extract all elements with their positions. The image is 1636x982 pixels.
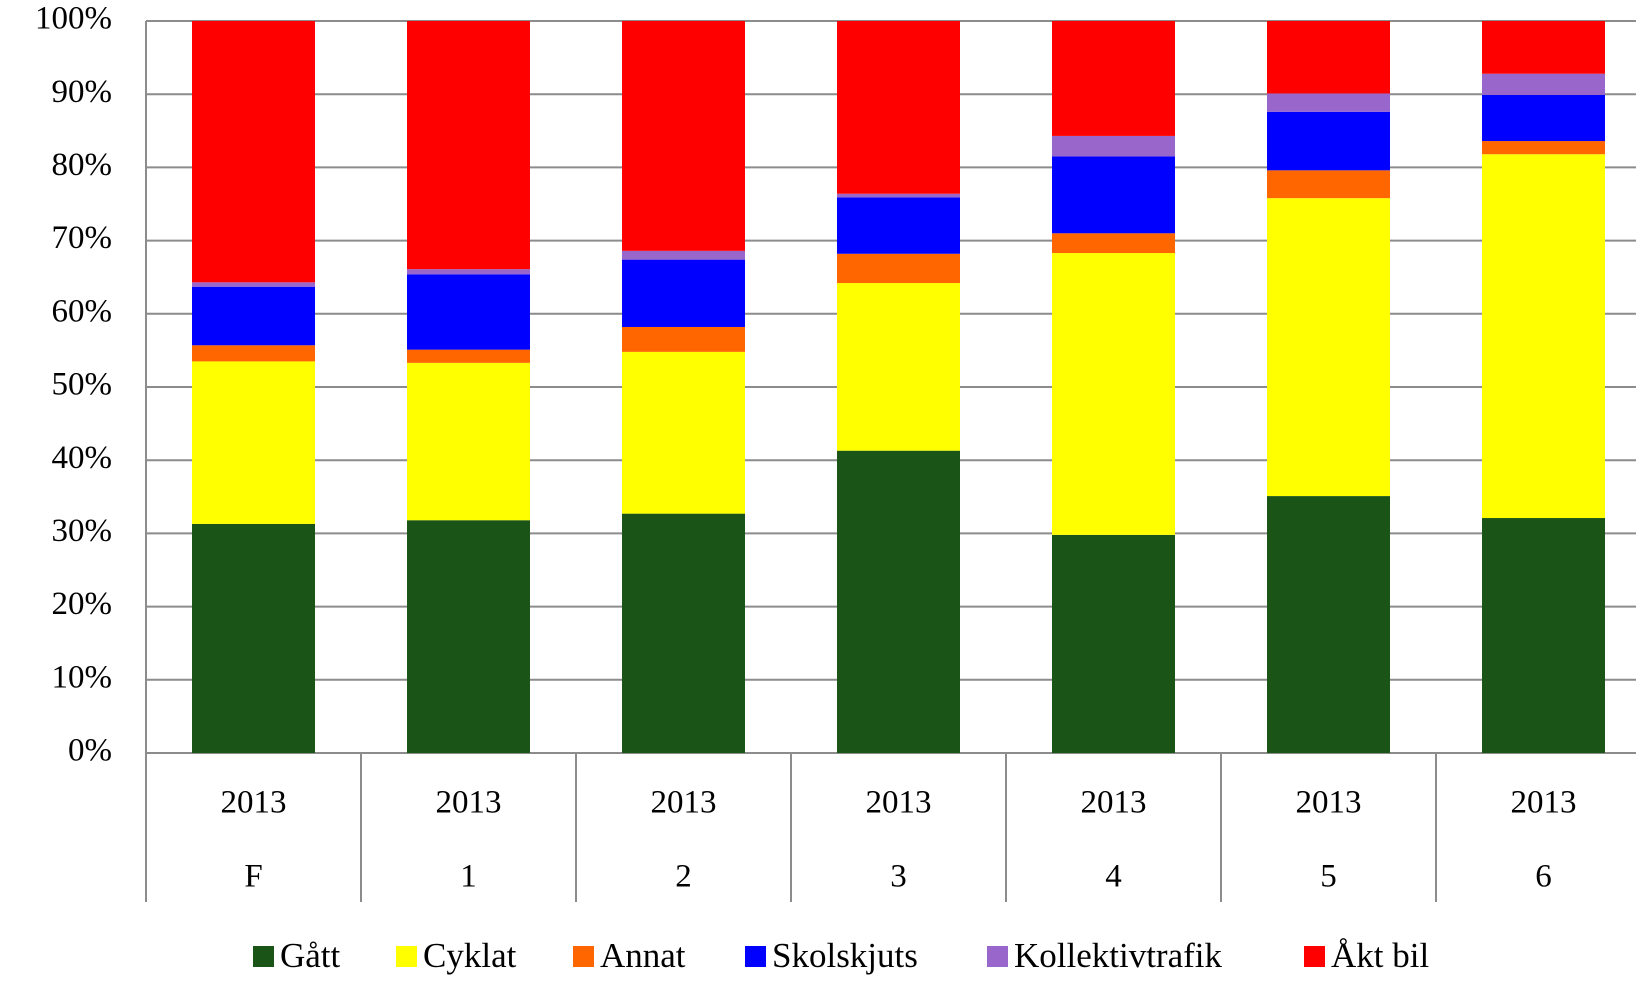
bar-segment xyxy=(407,362,530,521)
x-tick-label: 2013 xyxy=(221,785,287,821)
bar-segment xyxy=(837,193,960,198)
legend-swatch xyxy=(253,946,274,967)
x-tick-label: 4 xyxy=(1105,859,1122,895)
legend-swatch xyxy=(573,946,594,967)
bar-segment xyxy=(1267,21,1390,94)
bar-segment xyxy=(192,361,315,524)
x-tick-label: F xyxy=(244,859,262,895)
bar-segment xyxy=(1482,154,1605,519)
bar-segment xyxy=(1052,21,1175,136)
bar-segment xyxy=(407,520,530,753)
bar-segment xyxy=(1267,93,1390,112)
bar-segment xyxy=(1052,534,1175,753)
x-tick-label: 2013 xyxy=(1296,785,1362,821)
bar-segment xyxy=(837,253,960,284)
bar-segment xyxy=(622,259,745,327)
bar-segment xyxy=(622,513,745,753)
bar-segment xyxy=(407,269,530,275)
legend-label: Kollektivtrafik xyxy=(1014,936,1223,975)
bar-segment xyxy=(1482,141,1605,155)
bar-segment xyxy=(837,21,960,194)
bar-segment xyxy=(1267,496,1390,753)
x-tick-label: 2013 xyxy=(1081,785,1147,821)
bar-segment xyxy=(1052,253,1175,535)
legend-label: Gått xyxy=(280,936,341,975)
y-tick-label: 100% xyxy=(35,1,112,37)
x-tick-label: 2013 xyxy=(436,785,502,821)
bar-segment xyxy=(407,21,530,270)
bar-segment xyxy=(837,283,960,451)
bar-segment xyxy=(1482,518,1605,753)
y-tick-label: 40% xyxy=(52,440,113,476)
y-tick-label: 10% xyxy=(52,659,113,695)
x-tick-label: 6 xyxy=(1535,859,1552,895)
bar-segment xyxy=(1482,94,1605,142)
bar-segment xyxy=(1267,170,1390,199)
x-tick-label: 2013 xyxy=(651,785,717,821)
bar-segment xyxy=(407,349,530,363)
x-tick-label: 1 xyxy=(460,859,477,895)
bar-segment xyxy=(837,197,960,254)
legend-swatch xyxy=(396,946,417,967)
legend-swatch xyxy=(745,946,766,967)
legend-swatch xyxy=(987,946,1008,967)
bar-segment xyxy=(622,351,745,514)
bar-segment xyxy=(1052,233,1175,254)
legend-label: Annat xyxy=(600,936,686,975)
bar-segment xyxy=(1267,111,1390,171)
x-tick-label: 3 xyxy=(890,859,907,895)
y-tick-label: 80% xyxy=(52,147,113,183)
bar-segment xyxy=(192,21,315,283)
bar-segment xyxy=(407,274,530,350)
bar-segment xyxy=(1052,135,1175,157)
x-tick-label: 5 xyxy=(1320,859,1337,895)
y-tick-label: 70% xyxy=(52,220,113,256)
legend-label: Cyklat xyxy=(423,936,517,975)
x-tick-label: 2013 xyxy=(866,785,932,821)
y-tick-label: 50% xyxy=(52,367,113,403)
x-tick-label: 2 xyxy=(675,859,692,895)
legend-label: Åkt bil xyxy=(1331,936,1429,975)
y-tick-label: 0% xyxy=(68,733,112,769)
bar-segment xyxy=(622,21,745,251)
y-tick-label: 20% xyxy=(52,586,113,622)
legend-label: Skolskjuts xyxy=(772,936,918,975)
bar-segment xyxy=(192,286,315,346)
bar-segment xyxy=(1267,198,1390,497)
bar-segment xyxy=(1482,21,1605,74)
bar-segment xyxy=(622,326,745,352)
bar-segment xyxy=(1482,73,1605,95)
y-tick-label: 60% xyxy=(52,293,113,329)
legend-swatch xyxy=(1304,946,1325,967)
bar-segment xyxy=(837,450,960,753)
bar-segment xyxy=(192,282,315,287)
y-tick-label: 90% xyxy=(52,74,113,110)
bar-segment xyxy=(622,250,745,260)
bar-segment xyxy=(1052,156,1175,234)
bar-segment xyxy=(192,523,315,753)
y-tick-label: 30% xyxy=(52,513,113,549)
x-tick-label: 2013 xyxy=(1511,785,1577,821)
bar-segment xyxy=(192,345,315,362)
